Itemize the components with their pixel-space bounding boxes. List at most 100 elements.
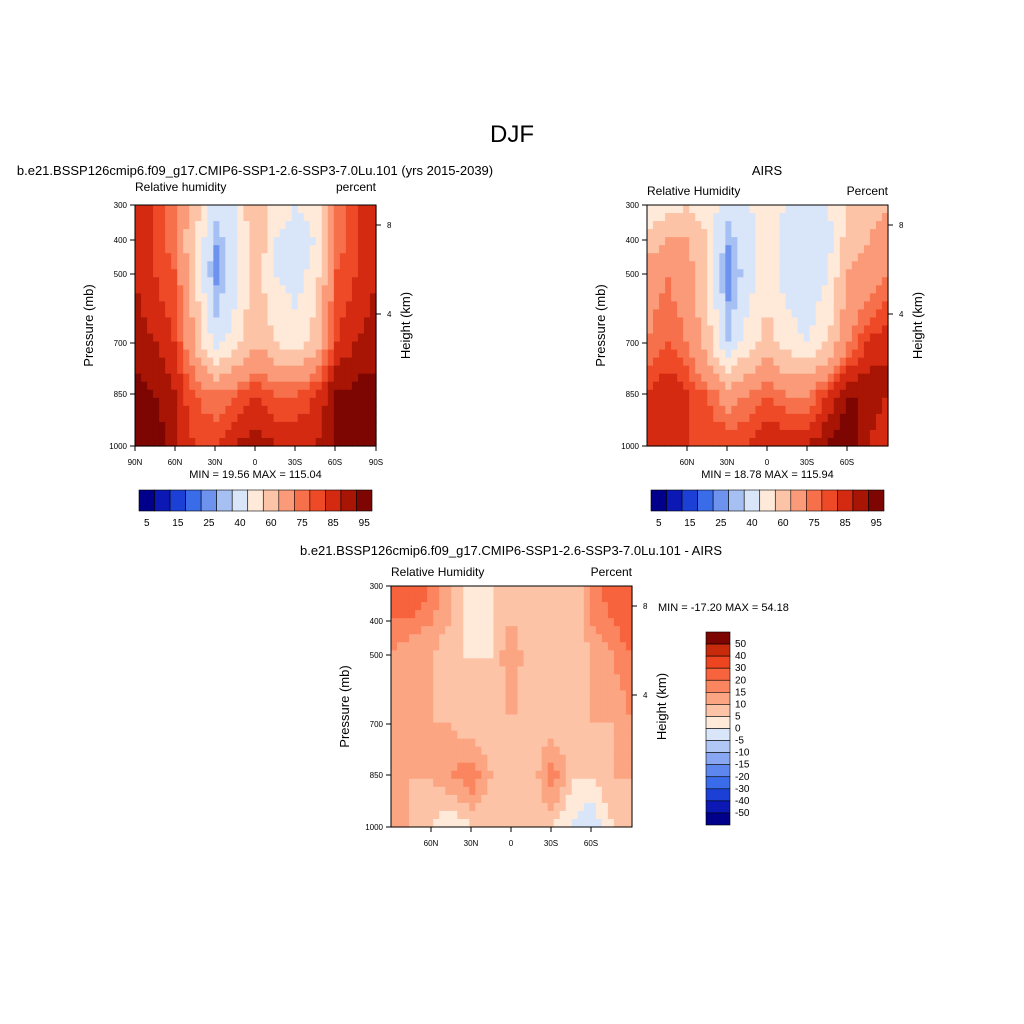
heatmap-cell <box>153 277 160 286</box>
heatmap-cell <box>625 786 633 796</box>
heatmap-cell <box>659 285 666 294</box>
heatmap-cell <box>577 666 585 675</box>
heatmap-cell <box>219 341 226 351</box>
heatmap-cell <box>297 245 305 254</box>
heatmap-cell <box>171 341 178 351</box>
heatmap-cell <box>469 770 476 780</box>
heatmap-cell <box>189 325 196 335</box>
heatmap-cell <box>487 610 495 619</box>
x-tick-label: 30N <box>720 458 735 467</box>
heatmap-cell <box>403 682 410 692</box>
heatmap-cell <box>403 658 410 667</box>
heatmap-cell <box>809 365 817 375</box>
heatmap-cell <box>845 365 853 375</box>
heatmap-cell <box>851 413 859 423</box>
heatmap-cell <box>219 397 226 407</box>
heatmap-cell <box>863 269 871 278</box>
heatmap-cell <box>827 333 835 343</box>
heatmap-cell <box>779 325 787 335</box>
heatmap-cell <box>147 213 154 222</box>
heatmap-cell <box>577 754 585 764</box>
heatmap-cell <box>809 301 817 311</box>
heatmap-cell <box>653 381 660 391</box>
heatmap-cell <box>463 754 470 764</box>
heatmap-cell <box>165 205 172 214</box>
heatmap-cell <box>517 802 525 812</box>
heatmap-cell <box>499 698 507 708</box>
heatmap-cell <box>595 722 603 732</box>
heatmap-cell <box>345 437 353 447</box>
heatmap-cell <box>583 706 591 716</box>
heatmap-cell <box>517 658 525 667</box>
heatmap-cell <box>219 317 226 327</box>
heatmap-cell <box>863 437 871 447</box>
heatmap-cell <box>755 205 763 214</box>
heatmap-cell <box>345 277 353 286</box>
heatmap-cell <box>589 746 597 756</box>
heatmap-cell <box>803 205 811 214</box>
heatmap-cell <box>357 405 365 415</box>
heatmap-cell <box>743 229 751 238</box>
heatmap-cell <box>671 237 678 246</box>
heatmap-cell <box>665 301 672 311</box>
heatmap-cell <box>219 261 226 270</box>
heatmap-cell <box>821 205 829 214</box>
heatmap-cell <box>499 770 507 780</box>
heatmap-cell <box>451 746 458 756</box>
heatmap-cell <box>541 690 549 700</box>
heatmap-cell <box>333 357 341 367</box>
heatmap-cell <box>571 602 579 611</box>
heatmap-cell <box>493 618 501 627</box>
heatmap-cell <box>321 389 329 399</box>
heatmap-cell <box>619 762 627 772</box>
heatmap-cell <box>797 373 805 383</box>
heatmap-cell <box>321 333 329 343</box>
heatmap-cell <box>267 389 275 399</box>
heatmap-cell <box>363 357 371 367</box>
heatmap-cell <box>839 269 847 278</box>
heatmap-cell <box>815 381 823 391</box>
heatmap-cell <box>159 373 166 383</box>
heatmap-cell <box>815 317 823 327</box>
heatmap-cell <box>279 389 287 399</box>
heatmap-cell <box>487 674 495 683</box>
heatmap-cell <box>607 698 615 708</box>
heatmap-cell <box>403 722 410 732</box>
heatmap-cell <box>309 421 317 431</box>
heatmap-cell <box>743 437 751 447</box>
y2-tick-label: 4 <box>387 310 392 319</box>
heatmap-cell <box>541 594 549 603</box>
heatmap-cell <box>339 277 347 286</box>
heatmap-cell <box>857 309 865 319</box>
heatmap-cell <box>791 357 799 367</box>
heatmap-cell <box>469 810 476 820</box>
heatmap-cell <box>303 253 311 262</box>
heatmap-cell <box>683 309 690 319</box>
heatmap-cell <box>875 349 883 359</box>
heatmap-cell <box>231 429 239 439</box>
heatmap-cell <box>189 405 196 415</box>
heatmap-cell <box>177 293 184 302</box>
heatmap-cell <box>279 253 287 262</box>
heatmap-cell <box>499 730 507 740</box>
heatmap-cell <box>183 429 190 439</box>
heatmap-cell <box>309 245 317 254</box>
heatmap-cell <box>607 706 615 716</box>
heatmap-cell <box>773 349 781 359</box>
heatmap-cell <box>213 293 220 302</box>
heatmap-cell <box>445 738 452 748</box>
heatmap-cell <box>261 317 269 327</box>
heatmap-cell <box>565 682 573 692</box>
heatmap-cell <box>171 397 178 407</box>
heatmap-cell <box>653 301 660 311</box>
heatmap-cell <box>165 341 172 351</box>
heatmap-cell <box>791 413 799 423</box>
heatmap-cell <box>397 658 404 667</box>
heatmap-cell <box>719 293 726 302</box>
heatmap-cell <box>869 221 877 230</box>
heatmap-cell <box>415 666 422 675</box>
heatmap-cell <box>315 309 323 319</box>
heatmap-cell <box>535 666 543 675</box>
heatmap-cell <box>869 381 877 391</box>
heatmap-cell <box>219 269 226 278</box>
